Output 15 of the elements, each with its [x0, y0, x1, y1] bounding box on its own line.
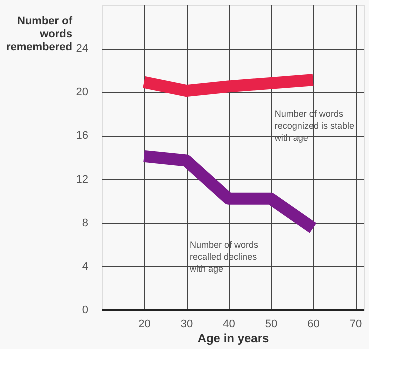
y-tick-label: 20: [76, 86, 88, 99]
y-tick-label: 0: [82, 304, 88, 316]
x-tick-label: 70: [350, 318, 362, 330]
y-tick-label: 8: [82, 217, 88, 230]
y-tick-label: 4: [82, 260, 88, 273]
x-axis-title: Age in years: [198, 332, 270, 346]
y-tick-label: 24: [76, 43, 88, 56]
y-tick-label: 16: [76, 130, 88, 142]
x-tick-label: 30: [180, 318, 194, 330]
x-tick-label: 40: [223, 318, 236, 330]
x-tick-label: 50: [265, 318, 278, 330]
y-tick-label: 12: [76, 174, 88, 186]
x-tick-label: 20: [138, 318, 151, 330]
y-axis-title: Number of words remembered: [6, 16, 73, 54]
x-tick-label: 60: [308, 318, 320, 330]
